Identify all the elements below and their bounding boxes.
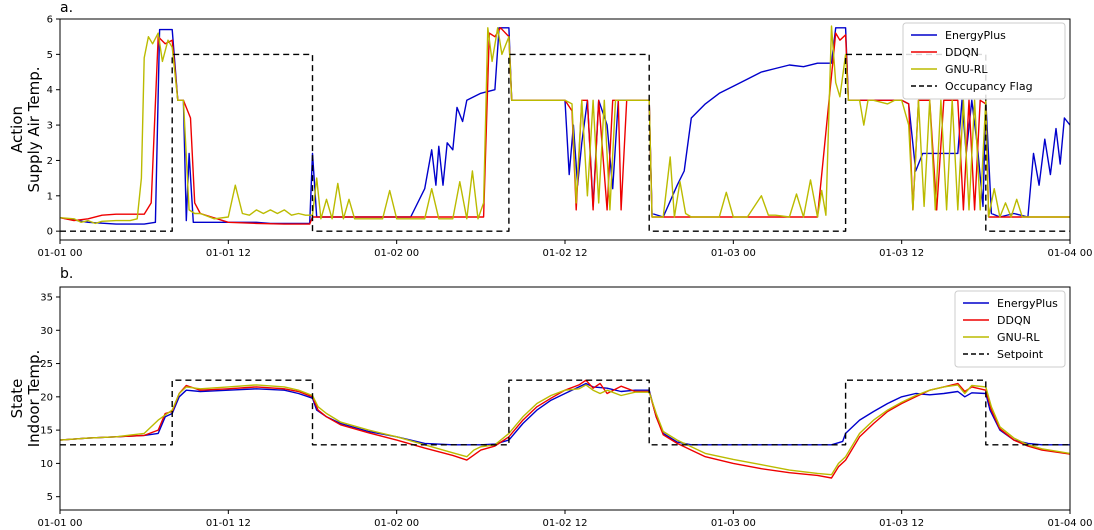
- x-tick-label: 01-01 00: [38, 518, 83, 529]
- panel-label: b.: [60, 266, 73, 282]
- series-line-occupancy-flag: [60, 53, 1070, 232]
- x-tick-label: 01-03 00: [711, 248, 756, 259]
- chart-panel-b: b. State Indoor Temp. 01-01 00 01-01 12 01-02…: [8, 266, 1092, 529]
- x-tick-label: 01-02 00: [374, 248, 419, 259]
- y-tick-label: 20: [40, 392, 53, 403]
- plot-frame: [59, 286, 1071, 511]
- y-tick-label: 25: [40, 359, 53, 370]
- panel-label: a.: [60, 0, 73, 16]
- y-tick-label: 5: [47, 492, 53, 503]
- x-tick-label: 01-02 12: [543, 518, 588, 529]
- series-group: [60, 25, 1070, 232]
- legend-label: EnergyPlus: [945, 29, 1006, 42]
- legend: EnergyPlus DDQN GNU-RL Setpoint: [954, 290, 1066, 368]
- legend-label: Setpoint: [997, 348, 1044, 361]
- x-tick-label: 01-03 00: [711, 518, 756, 529]
- chart-panel-a: a. Action Supply Air Temp. 01-01 00 01-01 12…: [8, 0, 1092, 259]
- series-line-gnu-rl: [60, 25, 1070, 225]
- y-tick-label: 4: [47, 85, 53, 96]
- series-line-gnu-rl: [60, 384, 1070, 476]
- series-line-setpoint: [60, 379, 1070, 446]
- legend-box: [954, 290, 1066, 368]
- x-tick-label: 01-02 12: [543, 248, 588, 259]
- legend-label: GNU-RL: [945, 63, 988, 76]
- series-group: [60, 379, 1070, 479]
- x-tick-label: 01-04 00: [1048, 518, 1093, 529]
- y-axis-label-line: Indoor Temp.: [25, 350, 43, 448]
- y-tick-label: 2: [47, 156, 53, 167]
- y-tick-label: 5: [47, 50, 53, 61]
- legend-label: Occupancy Flag: [945, 80, 1033, 93]
- y-axis-label-line: Action: [8, 106, 26, 153]
- legend-label: GNU-RL: [997, 331, 1040, 344]
- legend: EnergyPlus DDQN GNU-RL Occupancy Flag: [902, 22, 1066, 100]
- y-tick-label: 35: [40, 292, 53, 303]
- y-axis-label-line: Supply Air Temp.: [25, 67, 43, 193]
- legend-label: DDQN: [997, 314, 1031, 327]
- x-tick-label: 01-04 00: [1048, 248, 1093, 259]
- x-tick-label: 01-03 12: [879, 248, 924, 259]
- y-tick-label: 15: [40, 426, 53, 437]
- x-tick-label: 01-01 00: [38, 248, 83, 259]
- y-tick-label: 30: [40, 326, 53, 337]
- y-tick-label: 1: [47, 191, 53, 202]
- y-tick-label: 10: [40, 459, 53, 470]
- y-tick-label: 0: [47, 227, 53, 238]
- x-tick-label: 01-03 12: [879, 518, 924, 529]
- y-tick-label: 3: [47, 121, 53, 132]
- legend-label: DDQN: [945, 46, 979, 59]
- series-line-energyplus: [60, 382, 1070, 446]
- y-tick-label: 6: [47, 15, 53, 26]
- series-line-energyplus: [60, 27, 1070, 225]
- x-tick-label: 01-02 00: [374, 518, 419, 529]
- legend-label: EnergyPlus: [997, 297, 1058, 310]
- x-tick-label: 01-01 12: [206, 518, 251, 529]
- x-tick-label: 01-01 12: [206, 248, 251, 259]
- legend-box: [902, 22, 1066, 100]
- y-axis-label-line: State: [8, 379, 26, 419]
